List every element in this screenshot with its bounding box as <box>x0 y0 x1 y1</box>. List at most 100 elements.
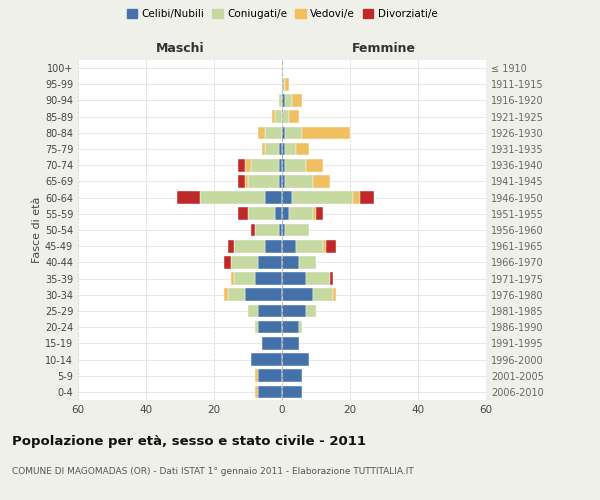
Bar <box>255 272 282 285</box>
Bar <box>282 175 286 188</box>
Bar <box>292 94 302 107</box>
Bar <box>286 159 306 172</box>
Bar <box>296 240 323 252</box>
Bar <box>258 321 282 334</box>
Bar <box>360 192 374 204</box>
Bar <box>313 208 316 220</box>
Bar <box>224 256 231 268</box>
Text: COMUNE DI MAGOMADAS (OR) - Dati ISTAT 1° gennaio 2011 - Elaborazione TUTTITALIA.: COMUNE DI MAGOMADAS (OR) - Dati ISTAT 1°… <box>12 468 414 476</box>
Bar <box>296 142 309 156</box>
Bar <box>282 110 289 123</box>
Bar <box>235 272 255 285</box>
Bar <box>289 208 313 220</box>
Bar <box>251 353 282 366</box>
Bar <box>238 175 245 188</box>
Bar <box>282 126 286 139</box>
Bar <box>313 175 329 188</box>
Bar <box>262 337 282 349</box>
Bar <box>282 208 289 220</box>
Bar <box>255 370 258 382</box>
Bar <box>265 126 282 139</box>
Bar <box>282 192 292 204</box>
Bar <box>227 240 235 252</box>
Bar <box>251 224 255 236</box>
Bar <box>282 78 286 90</box>
Bar <box>282 386 302 398</box>
Bar <box>299 321 302 334</box>
Bar <box>292 192 353 204</box>
Bar <box>272 110 275 123</box>
Bar <box>258 370 282 382</box>
Bar <box>278 94 282 107</box>
Bar <box>258 126 265 139</box>
Bar <box>251 159 278 172</box>
Bar <box>248 208 275 220</box>
Legend: Celibi/Nubili, Coniugati/e, Vedovi/e, Divorziati/e: Celibi/Nubili, Coniugati/e, Vedovi/e, Di… <box>122 5 442 24</box>
Bar <box>282 321 299 334</box>
Bar <box>306 272 329 285</box>
Bar <box>278 142 282 156</box>
Bar <box>255 224 278 236</box>
Bar <box>302 126 350 139</box>
Bar <box>278 159 282 172</box>
Bar <box>200 192 265 204</box>
Bar <box>282 353 309 366</box>
Bar <box>278 224 282 236</box>
Bar <box>306 304 316 318</box>
Bar <box>224 288 227 301</box>
Bar <box>282 370 302 382</box>
Bar <box>262 142 265 156</box>
Bar <box>255 386 258 398</box>
Bar <box>286 78 289 90</box>
Bar <box>245 175 248 188</box>
Bar <box>255 321 258 334</box>
Bar <box>286 94 292 107</box>
Bar <box>282 240 296 252</box>
Bar <box>353 192 360 204</box>
Bar <box>235 240 265 252</box>
Bar <box>313 288 333 301</box>
Y-axis label: Fasce di età: Fasce di età <box>32 197 42 263</box>
Bar <box>231 272 235 285</box>
Bar <box>238 208 248 220</box>
Bar <box>265 240 282 252</box>
Bar <box>282 94 286 107</box>
Bar <box>282 272 306 285</box>
Bar <box>282 288 313 301</box>
Bar <box>286 175 313 188</box>
Bar <box>275 208 282 220</box>
Bar <box>245 159 251 172</box>
Bar <box>278 175 282 188</box>
Bar <box>316 208 323 220</box>
Bar <box>275 110 282 123</box>
Bar <box>227 288 245 301</box>
Bar <box>333 288 337 301</box>
Bar <box>258 304 282 318</box>
Bar <box>306 159 323 172</box>
Bar <box>289 110 299 123</box>
Text: Maschi: Maschi <box>155 42 205 55</box>
Bar <box>265 142 278 156</box>
Bar <box>329 272 333 285</box>
Bar <box>176 192 200 204</box>
Bar <box>282 304 306 318</box>
Bar <box>245 288 282 301</box>
Bar <box>282 142 286 156</box>
Bar <box>238 159 245 172</box>
Bar <box>299 256 316 268</box>
Bar <box>231 256 258 268</box>
Bar <box>286 224 309 236</box>
Bar <box>323 240 326 252</box>
Bar <box>282 256 299 268</box>
Bar <box>282 337 299 349</box>
Bar <box>248 304 258 318</box>
Text: Femmine: Femmine <box>352 42 416 55</box>
Bar <box>286 142 296 156</box>
Bar <box>282 224 286 236</box>
Bar <box>326 240 337 252</box>
Bar <box>258 256 282 268</box>
Bar <box>265 192 282 204</box>
Bar <box>248 175 278 188</box>
Bar <box>258 386 282 398</box>
Bar <box>286 126 302 139</box>
